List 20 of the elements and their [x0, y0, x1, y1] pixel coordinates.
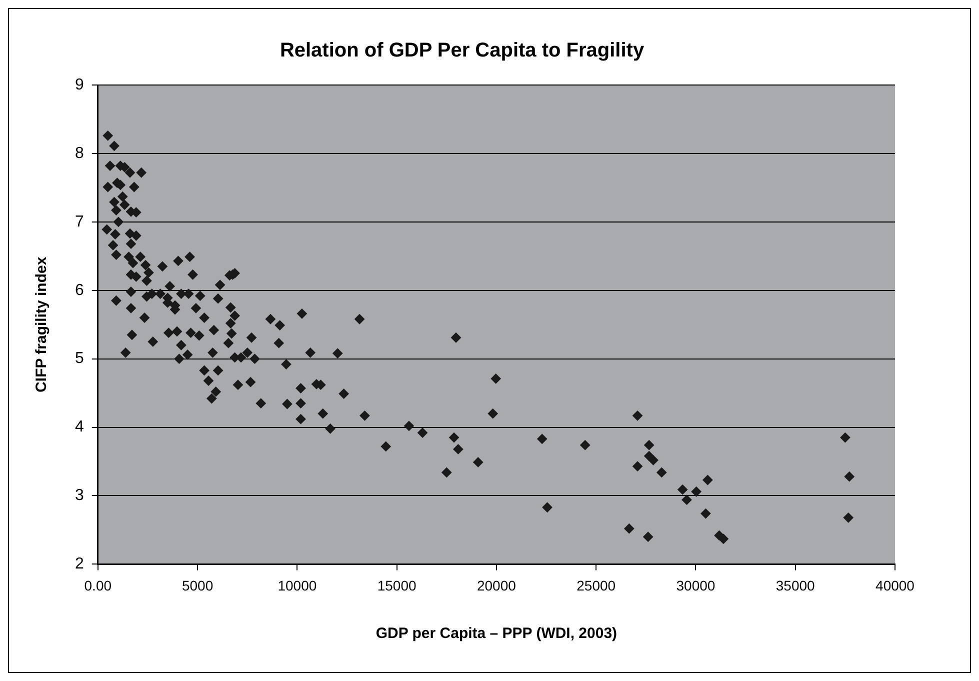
y-tick-label: 5 [74, 350, 84, 368]
x-tick-label: 0.00 [84, 577, 112, 594]
y-tick-label: 4 [74, 418, 84, 436]
x-tick-label: 5000 [182, 577, 214, 594]
y-tick-label: 6 [74, 282, 84, 299]
x-tick-label: 20000 [476, 577, 516, 594]
x-tick-label: 40000 [876, 577, 915, 594]
x-tick-label: 35000 [776, 577, 816, 594]
x-axis-title: GDP per Capita – PPP (WDI, 2003) [376, 625, 618, 642]
y-tick-label: 3 [74, 487, 84, 504]
y-tick-label: 7 [74, 213, 84, 230]
y-tick-label: 2 [74, 556, 84, 573]
chart-title: Relation of GDP Per Capita to Fragility [280, 40, 645, 62]
y-tick-label: 8 [74, 144, 84, 162]
y-axis-title: CIFP fragility index [33, 256, 50, 392]
x-tick-label: 25000 [576, 577, 616, 594]
x-tick-label: 10000 [278, 577, 317, 594]
x-tick-label: 15000 [377, 577, 416, 594]
x-tick-label: 30000 [676, 577, 716, 594]
y-tick-label: 9 [74, 76, 84, 94]
